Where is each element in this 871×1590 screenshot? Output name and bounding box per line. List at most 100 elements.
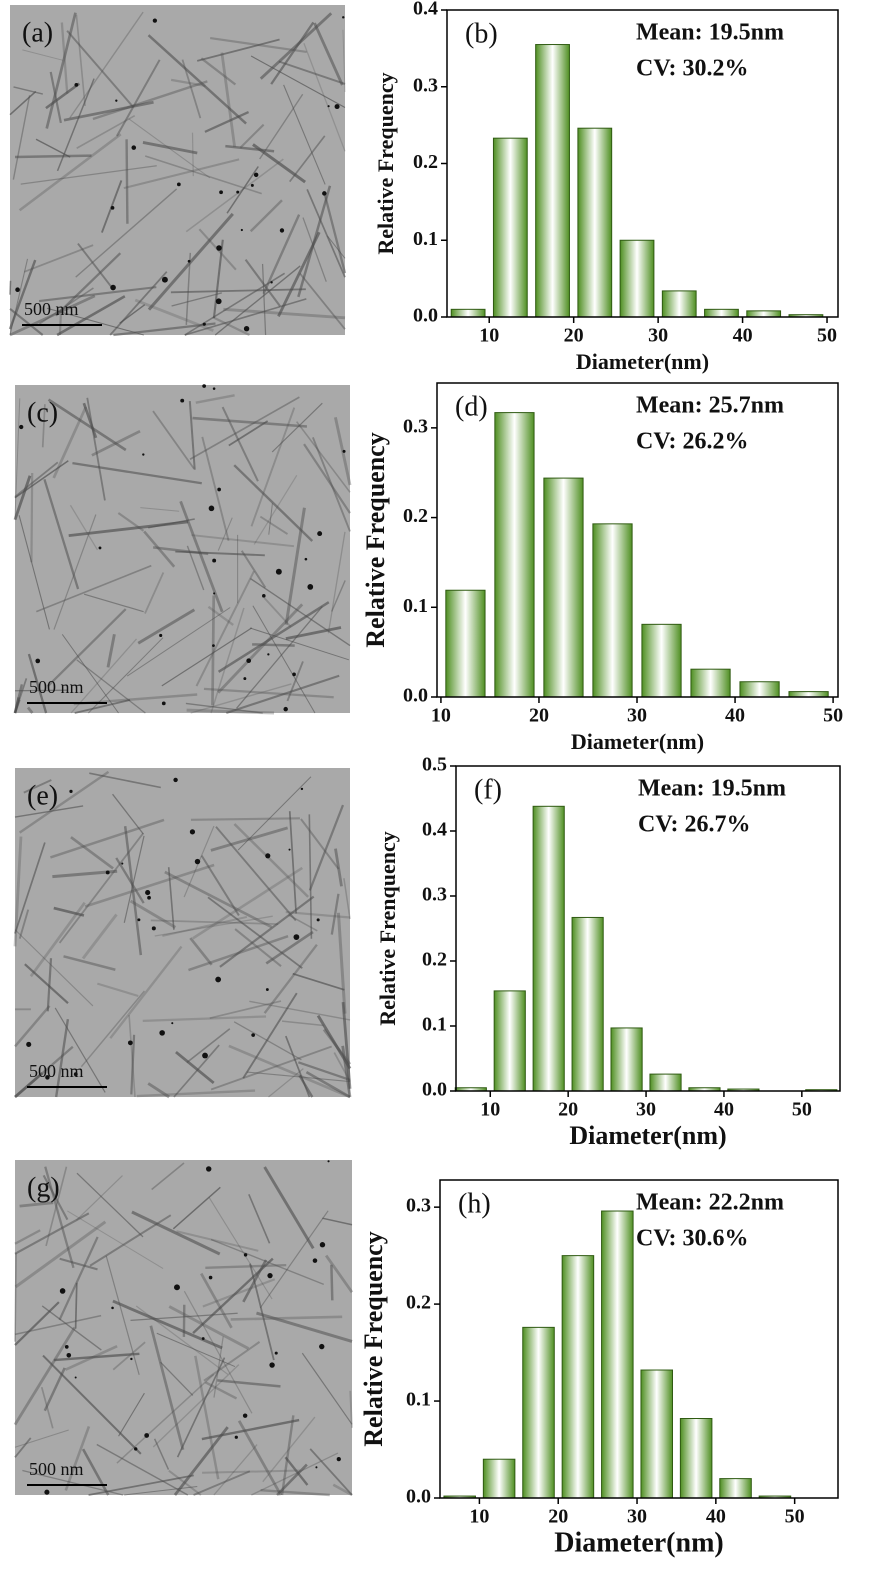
fiber bbox=[97, 982, 139, 997]
fiber bbox=[259, 93, 304, 160]
x-tick-label: 30 bbox=[636, 1099, 656, 1121]
fiber bbox=[112, 1341, 146, 1371]
fiber bbox=[259, 515, 289, 535]
fiber bbox=[312, 436, 351, 532]
fiber bbox=[246, 1071, 351, 1083]
fiber bbox=[281, 1020, 324, 1027]
fiber bbox=[14, 678, 28, 714]
fiber bbox=[142, 1015, 267, 1022]
particle bbox=[250, 183, 254, 187]
particle bbox=[212, 558, 217, 563]
fiber bbox=[69, 11, 144, 119]
fiber bbox=[113, 322, 216, 337]
fiber bbox=[148, 518, 195, 529]
fiber bbox=[14, 1005, 51, 1048]
fiber bbox=[160, 1361, 194, 1396]
fiber bbox=[330, 893, 340, 935]
bar bbox=[445, 589, 486, 698]
fiber bbox=[195, 394, 235, 404]
x-tick-label: 40 bbox=[733, 325, 753, 347]
fiber bbox=[201, 1418, 300, 1441]
particle bbox=[26, 1041, 32, 1047]
particle bbox=[205, 1166, 212, 1172]
particle bbox=[180, 398, 185, 403]
fiber bbox=[14, 1429, 69, 1448]
particle bbox=[219, 190, 223, 195]
bar bbox=[493, 990, 526, 1092]
bar bbox=[532, 805, 565, 1092]
particle bbox=[274, 1351, 278, 1355]
fiber bbox=[13, 1326, 76, 1426]
particle bbox=[270, 281, 273, 284]
fiber bbox=[14, 1212, 90, 1255]
fiber bbox=[306, 189, 346, 278]
fiber bbox=[19, 1201, 54, 1208]
y-tick-label: 0.0 bbox=[406, 1486, 431, 1508]
fiber bbox=[221, 406, 259, 482]
particle bbox=[208, 1275, 213, 1280]
fiber bbox=[201, 436, 230, 541]
fiber bbox=[237, 776, 312, 851]
fiber bbox=[58, 1236, 99, 1321]
fiber bbox=[283, 84, 326, 185]
fiber bbox=[70, 836, 114, 870]
fiber bbox=[301, 1352, 353, 1425]
mean-annotation: Mean: 22.2nm bbox=[636, 1190, 784, 1216]
fiber bbox=[212, 239, 224, 319]
fiber bbox=[81, 913, 118, 960]
fiber bbox=[175, 550, 265, 557]
fiber bbox=[41, 1305, 102, 1351]
fiber bbox=[253, 474, 298, 545]
y-tick-label: 0.3 bbox=[406, 1195, 431, 1217]
bar bbox=[561, 1255, 595, 1499]
fiber bbox=[81, 1448, 110, 1496]
fiber bbox=[60, 22, 69, 94]
particle bbox=[213, 592, 216, 595]
fiber bbox=[323, 192, 347, 274]
particle bbox=[279, 228, 285, 233]
fiber bbox=[126, 607, 231, 677]
fiber bbox=[233, 1021, 302, 1061]
bar bbox=[522, 1326, 555, 1499]
fiber bbox=[284, 1456, 309, 1486]
fiber bbox=[189, 396, 300, 461]
fiber bbox=[195, 570, 255, 687]
fiber bbox=[80, 990, 146, 1068]
fiber bbox=[156, 1332, 236, 1367]
x-tick-label: 10 bbox=[479, 325, 499, 347]
fiber bbox=[213, 1444, 258, 1496]
fiber bbox=[136, 1089, 256, 1098]
fiber bbox=[173, 1044, 220, 1098]
fiber bbox=[288, 914, 318, 932]
fiber bbox=[205, 1263, 287, 1269]
particle bbox=[283, 706, 288, 712]
fiber bbox=[202, 1278, 276, 1308]
bar bbox=[492, 137, 528, 318]
fiber bbox=[14, 1253, 17, 1342]
particle bbox=[127, 1040, 133, 1046]
fiber bbox=[313, 22, 344, 86]
fiber bbox=[143, 530, 176, 568]
fiber bbox=[89, 772, 161, 789]
fiber bbox=[24, 963, 69, 1005]
fiber bbox=[116, 59, 161, 137]
fiber bbox=[308, 804, 345, 891]
fiber bbox=[203, 1341, 261, 1382]
particle bbox=[187, 259, 191, 263]
fiber bbox=[219, 895, 315, 968]
fiber bbox=[82, 402, 98, 439]
fiber bbox=[284, 507, 306, 625]
fiber bbox=[288, 811, 297, 914]
x-tick-label: 50 bbox=[792, 1099, 812, 1121]
y-tick-label: 0.0 bbox=[422, 1079, 447, 1101]
fiber bbox=[208, 1197, 273, 1300]
fiber bbox=[322, 1217, 353, 1226]
x-tick-label: 40 bbox=[714, 1099, 734, 1121]
particle bbox=[215, 976, 222, 983]
fiber bbox=[74, 699, 131, 714]
particle bbox=[147, 895, 151, 900]
fiber bbox=[67, 1210, 164, 1269]
fiber bbox=[327, 531, 346, 634]
fiber bbox=[186, 1028, 231, 1064]
